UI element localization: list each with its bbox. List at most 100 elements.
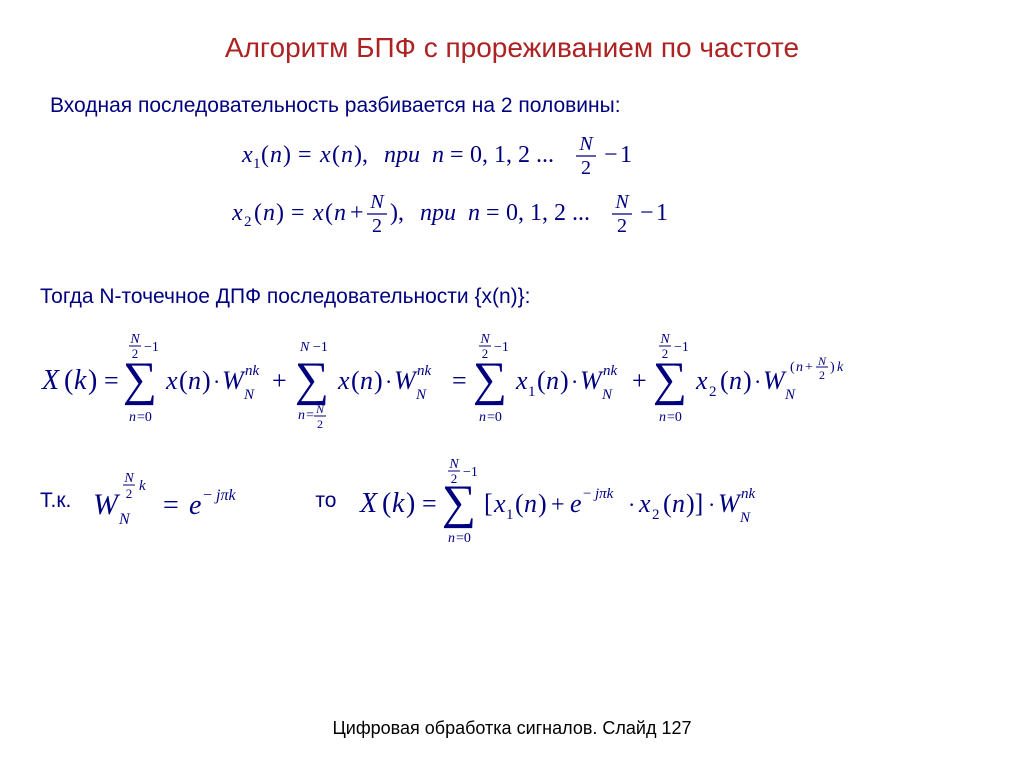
- svg-text:+: +: [272, 366, 287, 395]
- svg-text:e: e: [570, 489, 582, 518]
- svg-text:·: ·: [628, 492, 635, 517]
- svg-text:n: n: [729, 366, 742, 395]
- svg-text:jπk: jπk: [593, 486, 614, 502]
- svg-text:·: ·: [571, 369, 578, 394]
- svg-text:): ): [743, 366, 752, 395]
- svg-text:=: =: [298, 142, 312, 168]
- svg-text:−: −: [203, 487, 212, 504]
- svg-text:∑: ∑: [473, 353, 507, 406]
- svg-text:=: =: [163, 490, 179, 521]
- svg-text:x: x: [312, 200, 324, 226]
- svg-text:2: 2: [709, 384, 717, 400]
- svg-text:(: (: [325, 200, 333, 226]
- svg-text:N: N: [315, 402, 325, 416]
- svg-text:(: (: [332, 142, 340, 168]
- svg-text:−: −: [604, 142, 618, 168]
- svg-text:),: ),: [390, 200, 404, 226]
- svg-text:N: N: [578, 133, 594, 155]
- svg-text:=: =: [452, 366, 467, 395]
- svg-text:n: n: [263, 200, 275, 226]
- svg-text:x: x: [493, 489, 506, 518]
- svg-text:1: 1: [253, 156, 261, 172]
- svg-text:=: =: [450, 142, 464, 168]
- svg-text:n: n: [298, 408, 305, 423]
- svg-text:∑: ∑: [442, 476, 476, 529]
- svg-text:2: 2: [317, 417, 323, 429]
- equation-xk-expansion: X ( k ) = N 2 −1 ∑ n =0 x ( n ) · W nk N…: [40, 329, 1024, 434]
- svg-text:n: n: [468, 200, 480, 226]
- svg-text:2: 2: [819, 368, 825, 382]
- svg-text:nk: nk: [245, 363, 260, 379]
- svg-text:2: 2: [581, 157, 591, 179]
- svg-text:(: (: [64, 365, 73, 396]
- svg-text:(: (: [261, 142, 269, 168]
- svg-text:=0: =0: [137, 410, 152, 425]
- svg-text:=: =: [104, 366, 119, 395]
- svg-text:W: W: [93, 488, 121, 521]
- svg-text:nk: nk: [603, 363, 618, 379]
- svg-text:∑: ∑: [295, 353, 329, 406]
- svg-text:jπk: jπk: [214, 487, 236, 504]
- svg-text:X: X: [41, 365, 60, 396]
- svg-text:(: (: [254, 200, 262, 226]
- svg-text:(: (: [720, 366, 729, 395]
- svg-text:n: n: [334, 200, 346, 226]
- svg-text:0, 1, 2 ...: 0, 1, 2 ...: [470, 142, 554, 168]
- svg-text:x: x: [337, 366, 350, 395]
- svg-text:N: N: [739, 510, 751, 526]
- svg-text:·: ·: [754, 369, 761, 394]
- svg-text:2: 2: [244, 214, 252, 230]
- svg-text:n: n: [188, 366, 201, 395]
- svg-text:N: N: [243, 387, 255, 403]
- svg-text:(: (: [537, 366, 546, 395]
- equation-wn: W N N 2 k = e − jπk: [89, 466, 289, 536]
- svg-text:[: [: [484, 489, 493, 518]
- svg-text:·: ·: [708, 492, 715, 517]
- svg-text:=: =: [306, 408, 314, 423]
- svg-text:k: k: [837, 360, 844, 375]
- svg-text:n: n: [796, 360, 803, 375]
- svg-text:при: при: [420, 200, 456, 226]
- svg-text:): ): [202, 366, 211, 395]
- svg-text:+: +: [551, 492, 565, 518]
- svg-text:): ): [374, 366, 383, 395]
- svg-text:N: N: [614, 191, 630, 213]
- svg-text:(: (: [382, 488, 391, 519]
- tk-label: Т.к.: [40, 489, 71, 513]
- svg-text:2: 2: [652, 507, 660, 523]
- svg-text:=0: =0: [487, 410, 502, 425]
- svg-text:N: N: [129, 332, 140, 347]
- svg-text:n: n: [524, 489, 537, 518]
- svg-text:N: N: [415, 387, 427, 403]
- svg-text:k: k: [392, 488, 405, 519]
- svg-text:e: e: [189, 490, 201, 521]
- svg-text:x: x: [515, 366, 528, 395]
- svg-text:x: x: [319, 142, 331, 168]
- svg-text:n: n: [672, 489, 685, 518]
- svg-text:W: W: [222, 366, 246, 395]
- svg-text:+: +: [805, 360, 813, 375]
- svg-text:N: N: [784, 387, 796, 403]
- svg-text:N: N: [118, 511, 131, 528]
- svg-text:k: k: [74, 365, 87, 396]
- svg-text:x: x: [165, 366, 178, 395]
- svg-text:x: x: [695, 366, 708, 395]
- svg-text:): ): [276, 200, 284, 226]
- svg-text:x: x: [241, 142, 253, 168]
- svg-text:n: n: [546, 366, 559, 395]
- svg-text:N: N: [369, 191, 385, 213]
- equation-substitution-row: Т.к. W N N 2 k = e − jπk то X ( k ) = N …: [40, 456, 1024, 546]
- svg-text:n: n: [432, 142, 444, 168]
- svg-text:1: 1: [506, 507, 514, 523]
- svg-text:0, 1, 2 ...: 0, 1, 2 ...: [506, 200, 590, 226]
- svg-text:): ): [88, 365, 97, 396]
- svg-text:W: W: [718, 489, 742, 518]
- svg-text:W: W: [580, 366, 604, 395]
- svg-text:),: ),: [354, 142, 368, 168]
- svg-text:): ): [538, 489, 547, 518]
- svg-text:=0: =0: [667, 410, 682, 425]
- svg-text:N: N: [659, 332, 670, 347]
- svg-text:n: n: [341, 142, 353, 168]
- svg-text:1: 1: [656, 200, 668, 226]
- svg-text:x: x: [638, 489, 651, 518]
